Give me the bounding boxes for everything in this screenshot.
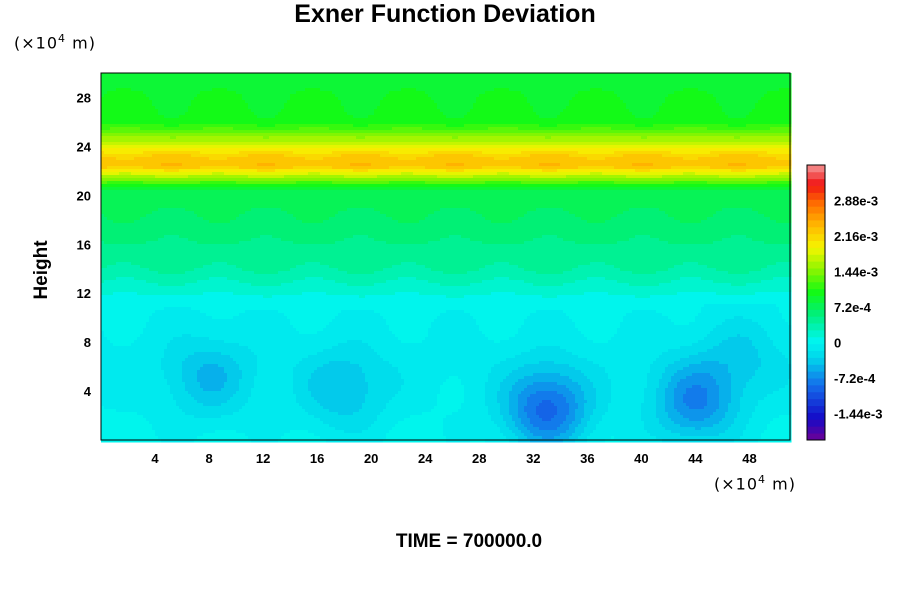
colorbar-label: -1.44e-3	[834, 406, 882, 421]
x-tick-label: 44	[688, 451, 703, 466]
y-tick-label: 4	[84, 384, 92, 399]
colorbar-label: 2.88e-3	[834, 193, 878, 208]
y-tick-label: 28	[77, 90, 91, 105]
colorbar-label: 7.2e-4	[834, 300, 872, 315]
x-tick-label: 12	[256, 451, 270, 466]
plot-frame	[100, 72, 791, 441]
colorbar-labels: 2.88e-3 2.16e-3 1.44e-3 7.2e-4 0 -7.2e-4 -1.44…	[834, 193, 882, 421]
contour-field	[101, 73, 792, 443]
y-unit-prefix: (×10	[14, 33, 58, 52]
y-tick-label: 20	[77, 188, 91, 203]
x-unit-suffix: m)	[766, 474, 796, 493]
x-tick-label: 8	[205, 451, 212, 466]
y-tick-label: 24	[77, 139, 92, 154]
time-label: TIME = 700000.0	[0, 531, 900, 553]
y-tick-label: 12	[77, 286, 91, 301]
colorbar-label: 2.16e-3	[834, 229, 878, 244]
x-tick-label: 48	[742, 451, 756, 466]
x-tick-label: 16	[310, 451, 324, 466]
colorbar-label: 1.44e-3	[834, 264, 878, 279]
chart-title: Exner Function Deviation	[0, 0, 890, 29]
y-tick-label: 16	[77, 237, 91, 252]
x-tick-label: 24	[418, 451, 433, 466]
y-tick-labels: 4 8 12 16 20 24 28	[77, 90, 92, 399]
y-tick-label: 8	[84, 335, 91, 350]
x-tick-label: 32	[526, 451, 540, 466]
x-tick-labels: 4 8 12 16 20 24 28 32 36 40 44 48	[151, 451, 756, 466]
y-axis-unit: (×104 m)	[14, 32, 96, 52]
x-unit-exponent: 4	[758, 473, 766, 486]
colorbar-label: -7.2e-4	[834, 371, 876, 386]
x-unit-prefix: (×10	[714, 474, 758, 493]
colorbar-label: 0	[834, 335, 841, 350]
colorbar	[806, 164, 826, 441]
x-tick-label: 36	[580, 451, 594, 466]
x-tick-label: 28	[472, 451, 486, 466]
y-unit-suffix: m)	[66, 33, 96, 52]
x-tick-label: 20	[364, 451, 378, 466]
x-axis-unit: (×104 m)	[714, 473, 796, 493]
colorbar-frame	[806, 164, 826, 441]
x-tick-label: 40	[634, 451, 648, 466]
y-unit-exponent: 4	[58, 32, 66, 45]
x-tick-label: 4	[151, 451, 159, 466]
